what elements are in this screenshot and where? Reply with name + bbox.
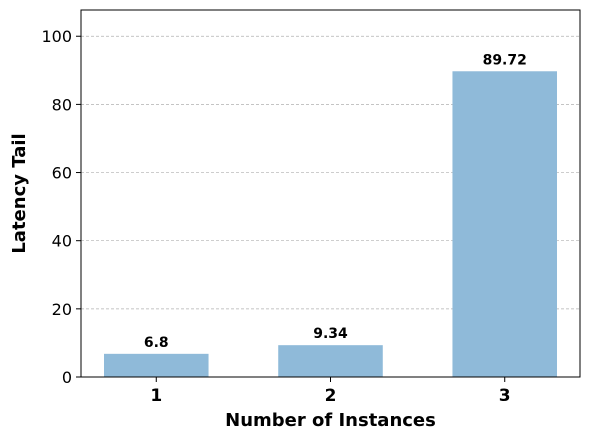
bar-1	[104, 354, 209, 377]
x-axis-ticks: 1 2 3	[150, 377, 510, 406]
x-tick-label-2: 2	[325, 386, 337, 406]
bar-3	[452, 71, 557, 377]
data-label-2: 9.34	[313, 326, 348, 342]
x-tick-label-3: 3	[499, 386, 511, 406]
y-tick-label-20: 20	[52, 300, 72, 319]
y-axis-ticks: 0 20 40 60 80 100	[41, 27, 81, 387]
x-axis-title: Number of Instances	[225, 410, 436, 431]
bar-2	[278, 345, 383, 377]
y-tick-label-60: 60	[52, 164, 72, 183]
y-tick-label-40: 40	[52, 232, 72, 251]
x-tick-label-1: 1	[150, 386, 162, 406]
y-tick-label-0: 0	[62, 368, 72, 387]
y-axis-title: Latency Tail	[9, 133, 30, 253]
data-label-1: 6.8	[144, 335, 169, 351]
y-tick-label-80: 80	[52, 95, 72, 114]
data-label-3: 89.72	[483, 52, 527, 68]
y-tick-label-100: 100	[41, 27, 72, 46]
